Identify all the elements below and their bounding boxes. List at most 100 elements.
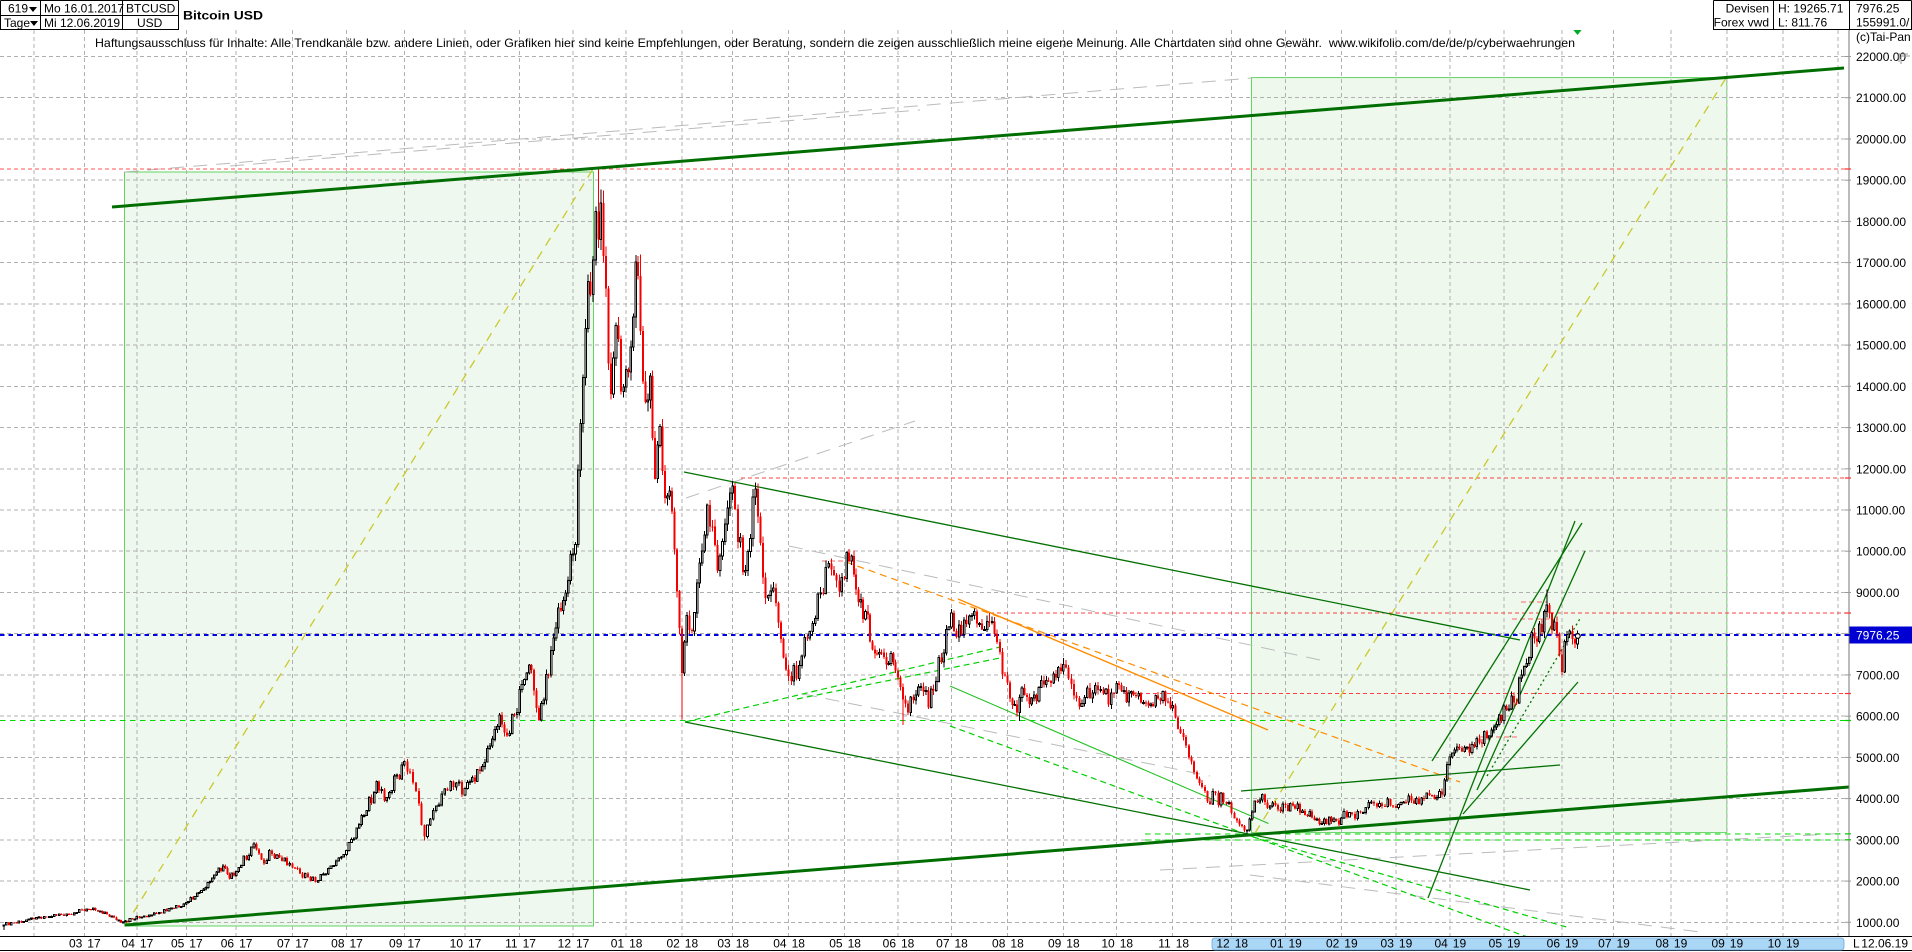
- svg-text:19000.00: 19000.00: [1856, 174, 1906, 188]
- svg-text:7000.00: 7000.00: [1856, 668, 1900, 682]
- svg-text:18: 18: [1010, 937, 1024, 951]
- svg-text:12.06.19: 12.06.19: [1861, 937, 1908, 951]
- svg-text:18: 18: [1235, 937, 1249, 951]
- svg-text:18: 18: [1066, 937, 1080, 951]
- svg-text:Forex vwd: Forex vwd: [1714, 16, 1769, 30]
- svg-text:17: 17: [350, 937, 364, 951]
- svg-text:USD: USD: [137, 16, 163, 30]
- svg-text:03: 03: [717, 937, 731, 951]
- svg-text:19: 19: [1453, 937, 1467, 951]
- svg-text:18: 18: [736, 937, 750, 951]
- svg-text:12000.00: 12000.00: [1856, 462, 1906, 476]
- svg-text:18: 18: [792, 937, 806, 951]
- svg-text:Mo 16.01.2017: Mo 16.01.2017: [44, 2, 124, 16]
- svg-text:06: 06: [221, 937, 235, 951]
- svg-text:20000.00: 20000.00: [1856, 133, 1906, 147]
- svg-text:06: 06: [883, 937, 897, 951]
- svg-text:(c)Tai-Pan: (c)Tai-Pan: [1856, 30, 1911, 44]
- svg-text:09: 09: [1711, 937, 1725, 951]
- svg-text:09: 09: [1048, 937, 1062, 951]
- svg-text:14000.00: 14000.00: [1856, 380, 1906, 394]
- svg-text:18: 18: [1176, 937, 1190, 951]
- svg-text:19: 19: [1730, 937, 1744, 951]
- svg-text:15000.00: 15000.00: [1856, 339, 1906, 353]
- svg-text:9000.00: 9000.00: [1856, 586, 1900, 600]
- svg-text:01: 01: [611, 937, 625, 951]
- svg-text:18: 18: [629, 937, 643, 951]
- svg-text:05: 05: [1489, 937, 1503, 951]
- svg-text:10: 10: [1101, 937, 1115, 951]
- svg-text:19: 19: [1399, 937, 1413, 951]
- svg-text:04: 04: [1434, 937, 1448, 951]
- svg-text:19: 19: [1344, 937, 1358, 951]
- svg-text:01: 01: [1270, 937, 1284, 951]
- svg-text:Tage: Tage: [4, 16, 30, 30]
- svg-text:619: 619: [8, 2, 28, 16]
- svg-text:2000.00: 2000.00: [1856, 875, 1900, 889]
- svg-text:11: 11: [1158, 937, 1171, 951]
- svg-text:04: 04: [122, 937, 136, 951]
- svg-text:16000.00: 16000.00: [1856, 297, 1906, 311]
- svg-text:5000.00: 5000.00: [1856, 751, 1900, 765]
- svg-text:17000.00: 17000.00: [1856, 256, 1906, 270]
- svg-text:18: 18: [1120, 937, 1134, 951]
- svg-text:19: 19: [1289, 937, 1303, 951]
- svg-text:18000.00: 18000.00: [1856, 215, 1906, 229]
- svg-text:Bitcoin USD: Bitcoin USD: [183, 9, 263, 23]
- svg-text:4000.00: 4000.00: [1856, 792, 1900, 806]
- svg-text:07: 07: [277, 937, 291, 951]
- svg-text:17: 17: [576, 937, 590, 951]
- svg-text:L: L: [1853, 937, 1860, 951]
- svg-text:08: 08: [1656, 937, 1670, 951]
- svg-text:04: 04: [773, 937, 787, 951]
- svg-text:09: 09: [389, 937, 403, 951]
- svg-text:17: 17: [523, 937, 537, 951]
- svg-text:10: 10: [1768, 937, 1782, 951]
- svg-text:10: 10: [450, 937, 464, 951]
- svg-text:08: 08: [992, 937, 1006, 951]
- svg-text:17: 17: [140, 937, 154, 951]
- svg-text:7976.25: 7976.25: [1856, 2, 1900, 16]
- svg-text:19: 19: [1674, 937, 1688, 951]
- svg-text:12: 12: [558, 937, 572, 951]
- svg-text:12: 12: [1216, 937, 1230, 951]
- svg-text:19: 19: [1617, 937, 1631, 951]
- svg-text:17: 17: [407, 937, 421, 951]
- svg-text:21000.00: 21000.00: [1856, 91, 1906, 105]
- svg-text:08: 08: [331, 937, 345, 951]
- svg-text:17: 17: [295, 937, 309, 951]
- svg-text:18: 18: [685, 937, 699, 951]
- svg-text:19: 19: [1565, 937, 1579, 951]
- svg-text:18: 18: [901, 937, 915, 951]
- svg-text:L: 811.76: L: 811.76: [1778, 16, 1827, 30]
- svg-text:18: 18: [848, 937, 862, 951]
- svg-text:03: 03: [1381, 937, 1395, 951]
- svg-text:07: 07: [1598, 937, 1612, 951]
- svg-text:06: 06: [1547, 937, 1561, 951]
- svg-text:02: 02: [1326, 937, 1340, 951]
- svg-text:17: 17: [189, 937, 203, 951]
- svg-text:13000.00: 13000.00: [1856, 421, 1906, 435]
- svg-text:Haftungsausschluss für Inhalte: Haftungsausschluss für Inhalte: Alle Tre…: [95, 36, 1575, 50]
- svg-text:05: 05: [171, 937, 185, 951]
- svg-text:6000.00: 6000.00: [1856, 710, 1900, 724]
- svg-text:H: 19265.71: H: 19265.71: [1778, 2, 1844, 16]
- svg-text:1000.00: 1000.00: [1856, 916, 1900, 930]
- svg-text:19: 19: [1786, 937, 1800, 951]
- svg-text:05: 05: [829, 937, 843, 951]
- svg-text:19: 19: [1507, 937, 1521, 951]
- svg-text:10000.00: 10000.00: [1856, 545, 1906, 559]
- svg-text:17: 17: [87, 937, 101, 951]
- svg-text:17: 17: [468, 937, 482, 951]
- svg-text:18: 18: [955, 937, 969, 951]
- svg-text:7976.25: 7976.25: [1856, 629, 1900, 643]
- svg-text:02: 02: [666, 937, 680, 951]
- svg-text:17: 17: [239, 937, 253, 951]
- svg-text:Mi 12.06.2019: Mi 12.06.2019: [44, 16, 120, 30]
- svg-text:11: 11: [505, 937, 518, 951]
- svg-text:3000.00: 3000.00: [1856, 833, 1900, 847]
- svg-text:22000.00: 22000.00: [1856, 50, 1906, 64]
- svg-text:07: 07: [936, 937, 950, 951]
- svg-text:155991.0/: 155991.0/: [1856, 16, 1910, 30]
- svg-text:11000.00: 11000.00: [1856, 504, 1905, 518]
